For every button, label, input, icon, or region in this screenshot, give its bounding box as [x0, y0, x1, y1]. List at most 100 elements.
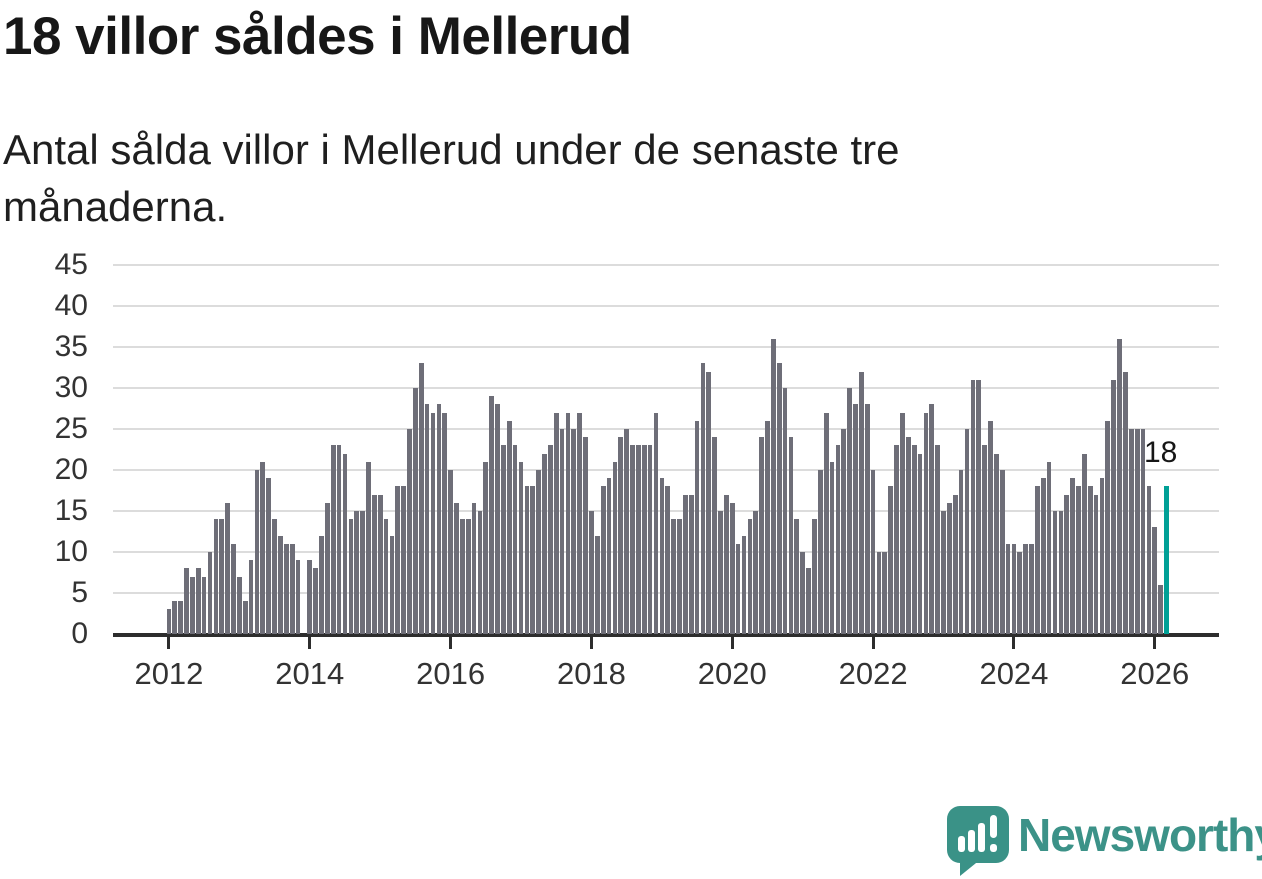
bar	[894, 445, 899, 634]
bar	[501, 445, 506, 634]
bar	[536, 470, 541, 634]
bar	[665, 486, 671, 634]
bar	[976, 379, 982, 634]
x-axis-tick-label: 2018	[556, 656, 626, 691]
bar	[278, 535, 283, 634]
bar	[618, 437, 624, 634]
bar	[636, 445, 641, 634]
bar	[741, 535, 747, 634]
bar	[583, 437, 588, 634]
x-axis-tick-label: 2022	[838, 656, 908, 691]
bar	[735, 543, 741, 634]
chart-subtitle-line-2: månaderna.	[3, 183, 228, 230]
bar	[841, 429, 847, 634]
gridline	[113, 387, 1219, 389]
bar	[706, 371, 712, 634]
bar	[641, 445, 647, 634]
bar	[589, 511, 594, 634]
bar	[377, 494, 383, 634]
bar	[178, 601, 184, 634]
y-axis-tick-label: 20	[54, 453, 88, 486]
bar	[213, 519, 219, 634]
bar	[266, 478, 272, 634]
bar	[812, 519, 817, 634]
bar	[506, 420, 512, 634]
bar	[1064, 494, 1070, 634]
bar	[800, 552, 806, 634]
x-axis-tick-label: 2016	[416, 656, 486, 691]
bar	[524, 486, 530, 634]
bar	[700, 363, 706, 634]
x-axis-tick	[308, 637, 312, 649]
x-axis-tick	[730, 637, 734, 649]
bar	[548, 445, 553, 634]
chart-subtitle: Antal sålda villor i Mellerud under de s…	[3, 121, 1153, 235]
y-axis-tick-label: 5	[71, 576, 88, 609]
bar	[348, 519, 354, 634]
bar	[184, 568, 189, 634]
bar	[1111, 379, 1117, 634]
bar	[759, 437, 764, 634]
bar	[794, 519, 800, 634]
bar	[859, 371, 864, 634]
bar	[195, 568, 201, 634]
bar	[454, 502, 459, 634]
y-axis-tick-label: 0	[71, 617, 88, 650]
bar	[219, 519, 225, 634]
bar	[319, 535, 324, 634]
bar	[418, 363, 424, 634]
bar	[1146, 486, 1152, 634]
bar	[565, 412, 571, 634]
bar	[1005, 543, 1011, 634]
x-axis-tick	[1153, 637, 1157, 649]
bar	[923, 412, 929, 634]
bar	[489, 396, 495, 634]
bar	[941, 511, 946, 634]
bar	[383, 519, 389, 634]
bar	[442, 412, 448, 634]
gridline	[113, 264, 1219, 266]
bar	[982, 445, 987, 634]
bar	[330, 445, 336, 634]
bar	[1076, 486, 1081, 634]
bar	[724, 494, 729, 634]
bar	[1093, 494, 1099, 634]
bar	[577, 412, 583, 634]
bar	[342, 453, 348, 634]
bar	[1128, 429, 1134, 634]
bar	[671, 519, 676, 634]
bar	[647, 445, 653, 634]
bar	[970, 379, 976, 634]
bar	[1058, 511, 1064, 634]
bar	[272, 519, 277, 634]
bar	[823, 412, 829, 634]
bar	[1046, 461, 1052, 634]
gridline	[113, 346, 1219, 348]
bar	[283, 543, 289, 634]
bar	[401, 486, 406, 634]
bar	[395, 486, 401, 634]
bar	[354, 511, 360, 634]
bar	[237, 576, 242, 634]
x-axis-line	[113, 633, 1219, 637]
x-axis-tick-label: 2020	[697, 656, 767, 691]
bar	[242, 601, 248, 634]
bar	[1134, 429, 1140, 634]
bar	[947, 502, 952, 634]
x-axis-tick	[167, 637, 171, 649]
bar	[495, 404, 500, 634]
bar	[1035, 486, 1040, 634]
y-axis-tick-label: 45	[54, 248, 88, 281]
bar	[694, 420, 700, 634]
bar	[659, 478, 665, 634]
bar	[905, 437, 911, 634]
newsworthy-brand: Newsworthy	[947, 806, 1262, 878]
bar	[1158, 584, 1163, 634]
bar	[448, 470, 453, 634]
bar	[1152, 527, 1158, 634]
bar	[325, 502, 330, 634]
bar	[718, 511, 723, 634]
bar	[1099, 478, 1105, 634]
gridline	[113, 428, 1219, 430]
gridline	[113, 469, 1219, 471]
